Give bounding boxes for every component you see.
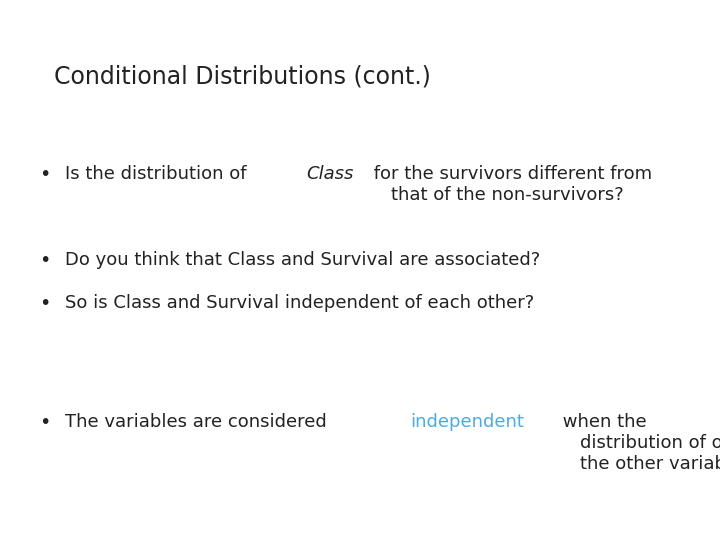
Text: Is the distribution of: Is the distribution of (65, 165, 252, 183)
Text: Do you think that Class and Survival are associated?: Do you think that Class and Survival are… (65, 251, 540, 269)
Text: when the
    distribution of one variable is the same for all categories of
    : when the distribution of one variable is… (557, 413, 720, 472)
Text: •: • (40, 294, 51, 313)
Text: independent: independent (410, 413, 524, 431)
Text: Conditional Distributions (cont.): Conditional Distributions (cont.) (54, 65, 431, 89)
Text: •: • (40, 413, 51, 432)
Text: So is Class and Survival independent of each other?: So is Class and Survival independent of … (65, 294, 534, 312)
Text: for the survivors different from
    that of the non-survivors?: for the survivors different from that of… (367, 165, 652, 204)
Text: Class: Class (307, 165, 354, 183)
Text: •: • (40, 165, 51, 184)
Text: The variables are considered: The variables are considered (65, 413, 333, 431)
Text: •: • (40, 251, 51, 270)
